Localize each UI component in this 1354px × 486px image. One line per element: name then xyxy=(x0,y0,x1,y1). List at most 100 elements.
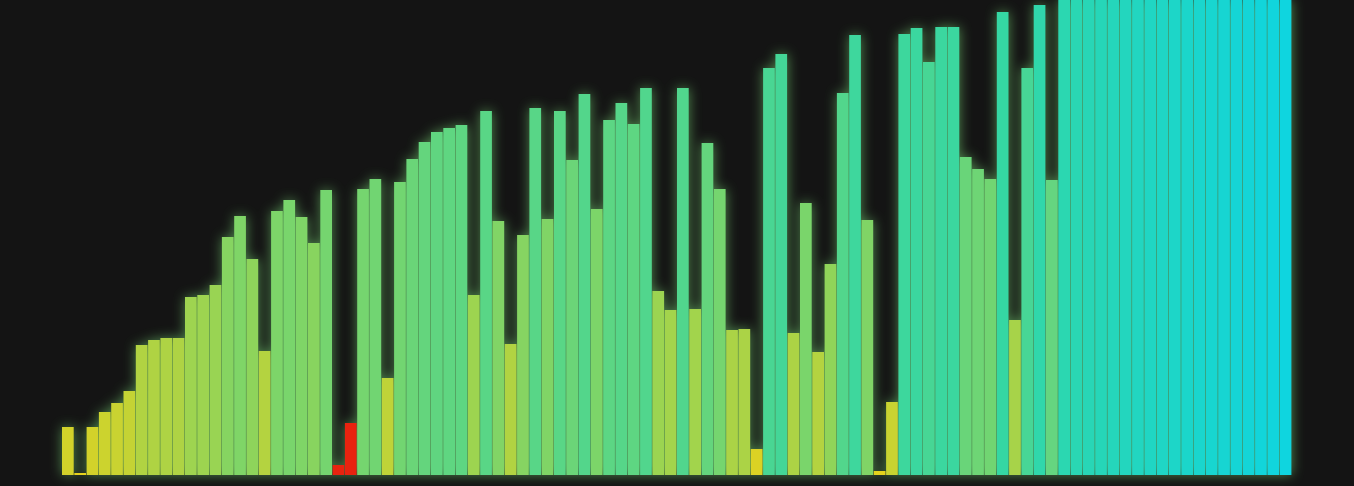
bar xyxy=(148,340,160,475)
bar xyxy=(615,103,628,475)
bar xyxy=(640,88,652,475)
bar xyxy=(849,35,861,475)
bar xyxy=(185,297,197,475)
bar xyxy=(1009,320,1021,475)
bar xyxy=(209,285,222,475)
bar xyxy=(381,378,394,475)
bar xyxy=(898,34,911,475)
bar xyxy=(1242,0,1255,475)
bar xyxy=(996,12,1009,475)
bar xyxy=(197,295,209,475)
bar xyxy=(824,264,837,475)
bar xyxy=(787,333,800,475)
bar xyxy=(1230,0,1243,475)
bar xyxy=(812,352,824,475)
bar xyxy=(677,88,689,475)
bar xyxy=(590,209,603,475)
bar xyxy=(800,203,812,475)
bar xyxy=(959,157,972,475)
bar xyxy=(984,179,997,475)
bar xyxy=(775,54,788,475)
bar xyxy=(492,221,505,475)
bar xyxy=(1033,5,1046,475)
bar xyxy=(1279,0,1292,475)
bar xyxy=(529,108,542,475)
bar xyxy=(418,142,431,475)
bar xyxy=(111,403,123,475)
bar xyxy=(517,235,529,475)
bar xyxy=(221,237,234,475)
bar xyxy=(713,189,726,475)
bar xyxy=(344,423,357,475)
bar xyxy=(62,427,74,475)
bar xyxy=(234,216,246,475)
bar xyxy=(258,351,271,475)
bar xyxy=(689,309,701,475)
bar xyxy=(726,330,738,475)
bar xyxy=(1095,0,1107,475)
bar xyxy=(135,345,148,475)
bar xyxy=(664,310,677,475)
bar xyxy=(652,291,665,475)
bar xyxy=(1181,0,1193,475)
bar xyxy=(308,243,320,475)
bar xyxy=(246,259,259,475)
bar xyxy=(295,217,308,475)
bar xyxy=(1119,0,1132,475)
bar xyxy=(910,28,923,475)
bar xyxy=(123,391,136,475)
bar xyxy=(1255,0,1267,475)
bar xyxy=(603,120,615,475)
bar xyxy=(1193,0,1206,475)
bar xyxy=(738,329,751,475)
bar xyxy=(1132,0,1144,475)
bar xyxy=(480,111,492,475)
bar xyxy=(1082,0,1095,475)
bar xyxy=(443,128,455,475)
bar xyxy=(578,94,591,475)
bar xyxy=(431,132,443,475)
bar xyxy=(554,111,566,475)
bar xyxy=(972,169,984,475)
bar xyxy=(750,449,763,475)
bar xyxy=(836,93,849,475)
bar xyxy=(455,125,468,475)
bar xyxy=(1058,0,1070,475)
bar xyxy=(271,211,283,475)
bar xyxy=(1021,68,1034,475)
bar xyxy=(1107,0,1120,475)
bar xyxy=(923,62,935,475)
bar xyxy=(283,200,296,475)
bar xyxy=(160,338,173,475)
bar xyxy=(172,338,185,475)
bar xyxy=(504,344,517,475)
bar xyxy=(763,68,775,475)
bar xyxy=(627,124,640,475)
bar xyxy=(861,220,874,475)
bar xyxy=(1205,0,1218,475)
bar xyxy=(1046,180,1058,475)
bar xyxy=(86,427,99,475)
bar xyxy=(406,159,419,475)
bar xyxy=(1070,0,1083,475)
bar xyxy=(74,473,86,475)
bar xyxy=(566,160,578,475)
bar xyxy=(935,27,947,475)
bar xyxy=(541,219,554,475)
bar xyxy=(1144,0,1157,475)
bar xyxy=(873,471,886,475)
bar xyxy=(394,182,406,475)
bar xyxy=(1218,0,1230,475)
bar xyxy=(1169,0,1181,475)
bar xyxy=(467,295,480,475)
bar xyxy=(1267,0,1280,475)
bar xyxy=(1156,0,1169,475)
bar xyxy=(369,179,382,475)
bar xyxy=(886,402,898,475)
bar xyxy=(98,412,111,475)
bar xyxy=(332,465,345,475)
bar xyxy=(701,143,714,475)
bars-group xyxy=(62,0,1292,475)
